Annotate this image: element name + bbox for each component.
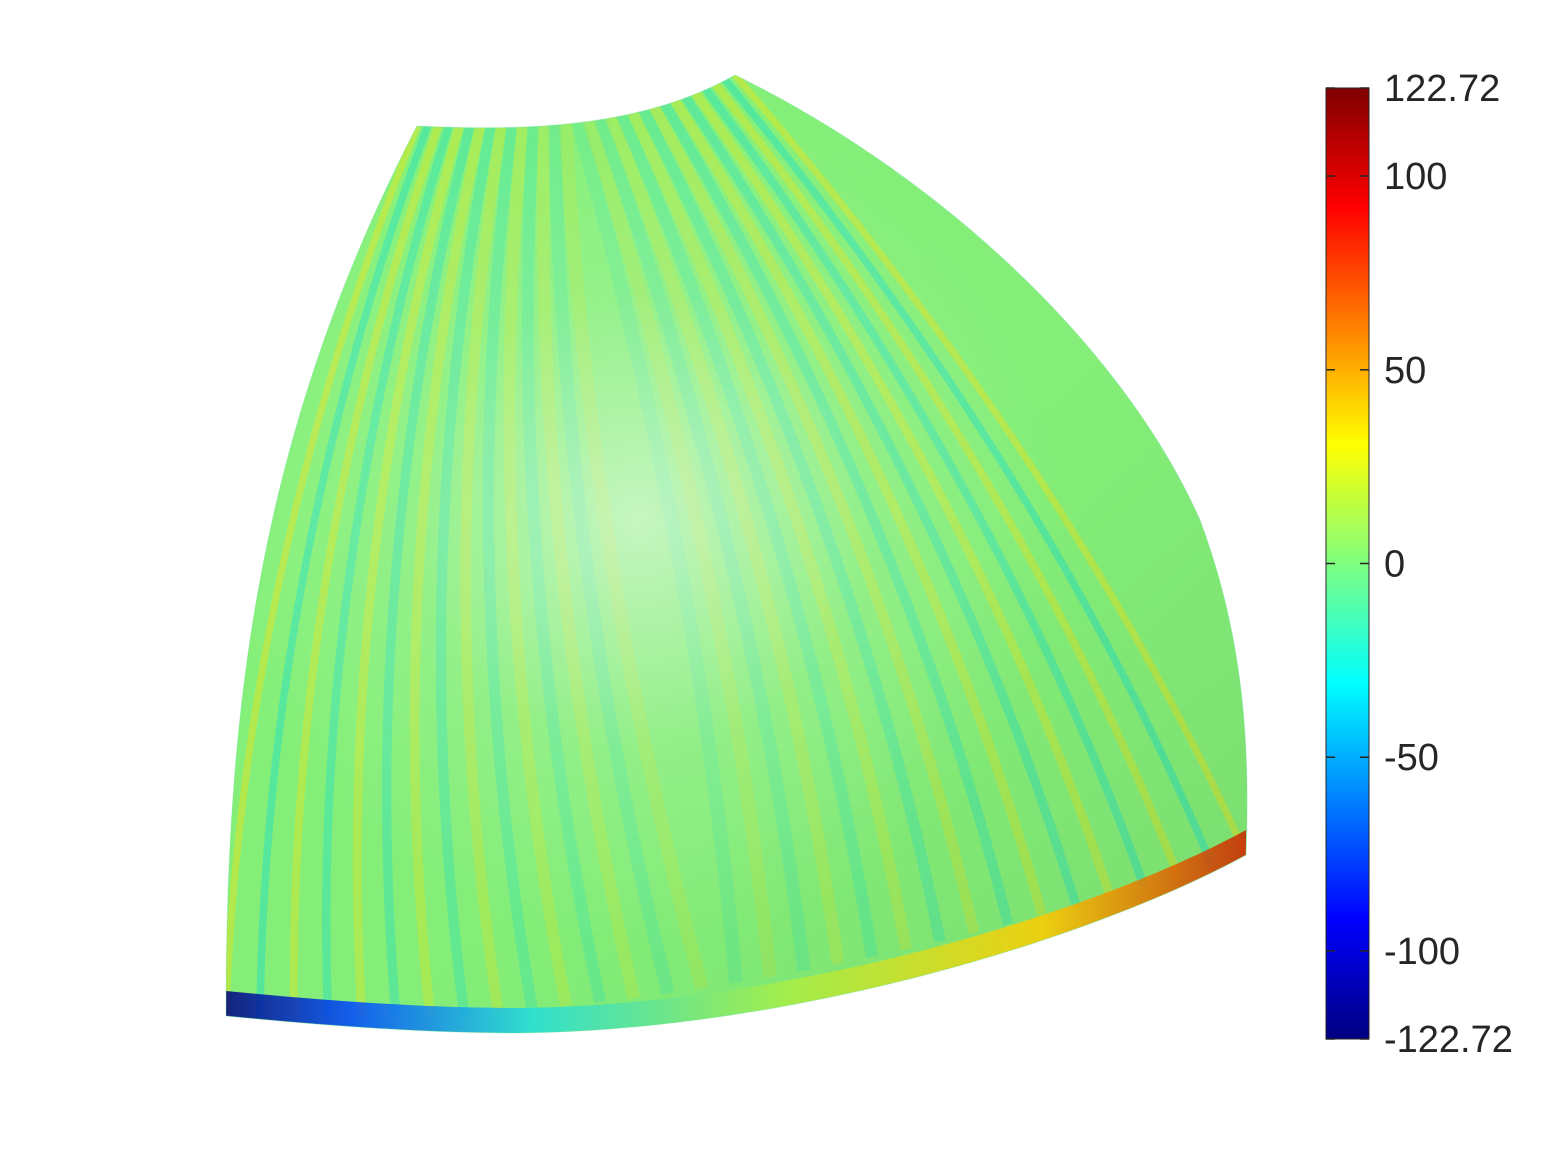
colorbar-ticks: 122.72 100 50 0 -50 -100 -122.72	[1326, 68, 1513, 1061]
colorbar-tick-label: 0	[1384, 544, 1405, 586]
surface-outline	[225, 74, 1248, 1034]
colorbar-tick-label: -50	[1384, 737, 1439, 779]
colorbar-tick-label: -100	[1384, 931, 1460, 973]
surface-bottom-edge-band	[226, 830, 1246, 1033]
colorbar-tick-label: 100	[1384, 156, 1447, 198]
colorbar-tick-label: 50	[1384, 350, 1426, 392]
colorbar-tick-label: -122.72	[1384, 1019, 1513, 1061]
colorbar-tick-label: 122.72	[1384, 68, 1500, 110]
surface-plot	[225, 74, 1248, 1034]
colorbar: 122.72 100 50 0 -50 -100 -122.72	[1325, 68, 1513, 1061]
